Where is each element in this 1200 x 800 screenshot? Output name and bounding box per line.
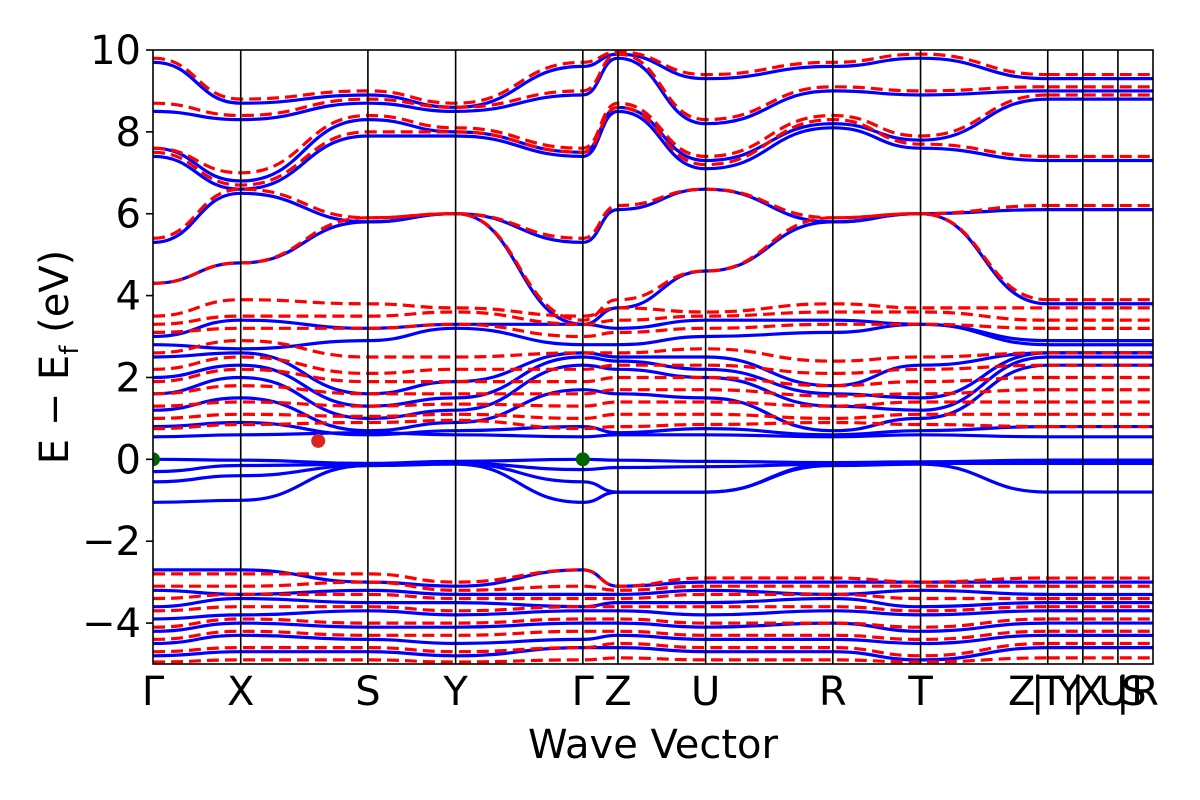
x-tick-label-9: Z	[1008, 669, 1035, 715]
dft-band-14	[153, 52, 1048, 122]
high-symmetry-lines	[239, 50, 1119, 664]
dft-band-8	[153, 310, 1048, 326]
model-band-3	[153, 457, 1048, 466]
dft-band-20	[153, 617, 1048, 629]
dft-band-2	[153, 400, 1048, 408]
model-band-17	[153, 52, 1048, 109]
model-band-23	[153, 633, 1048, 646]
dft-band-9	[153, 298, 1048, 318]
x-axis-ticks: Γ X S Y Γ Z U R T Z|TY|XU|SR	[142, 669, 1159, 715]
x-tick-label-14: X	[1077, 669, 1104, 715]
x-tick-label-8: T	[907, 669, 933, 715]
extremum-marker-1	[575, 452, 590, 467]
extremum-marker-0	[153, 452, 160, 467]
dft-band-10	[153, 212, 1048, 322]
plot-frame	[152, 49, 1154, 665]
dft-band-13	[153, 93, 1048, 175]
dft-band-17	[153, 580, 1048, 592]
dft-band-18	[153, 592, 1048, 601]
x-tick-label-16: |	[1116, 669, 1129, 715]
y-tick-label-6: 8	[116, 110, 141, 156]
model-band-16	[153, 56, 1048, 126]
x-tick-label-7: R	[819, 669, 847, 715]
model-band-24	[153, 645, 1048, 662]
model-band-7	[153, 355, 1048, 421]
y-axis-label-unit: (eV)	[32, 250, 78, 346]
x-axis-label: Wave Vector	[528, 722, 779, 768]
model-band-19	[153, 588, 1048, 597]
dft-band-6	[153, 338, 1048, 363]
dft-band-4	[153, 367, 1048, 388]
x-tick-label-5: Z	[604, 669, 631, 715]
y-tick-label-3: 2	[116, 355, 141, 401]
dft-band-16	[153, 568, 1048, 588]
y-tick-label-7: 10	[90, 28, 141, 74]
model-band-5	[153, 420, 1048, 437]
y-axis-ticks: −4 −2 0 2 4 6 8 10	[82, 28, 153, 647]
dft-band-22	[153, 641, 1048, 658]
y-axis-label-subscript: f	[55, 345, 85, 355]
model-band-21	[153, 609, 1048, 621]
y-axis-label-main: E − E	[32, 355, 78, 465]
x-tick-label-3: Y	[442, 669, 468, 715]
dft-band-1	[153, 412, 1048, 421]
dft-band-19	[153, 605, 1048, 613]
x-tick-label-10: |	[1031, 669, 1044, 715]
y-tick-label-0: −4	[82, 601, 141, 647]
y-tick-label-1: −2	[82, 519, 141, 565]
model-band-20	[153, 596, 1048, 609]
x-tick-label-0: Γ	[142, 669, 165, 715]
dft-band-0	[153, 418, 1048, 431]
y-tick-label-4: 4	[116, 274, 141, 320]
x-tick-label-17: S	[1121, 669, 1146, 715]
dft-band-11	[153, 187, 1048, 240]
model-band-10	[153, 322, 1048, 351]
extremum-marker-2	[311, 433, 326, 448]
x-tick-label-11: T	[1039, 669, 1065, 715]
model-band-22	[153, 621, 1048, 633]
y-tick-label-2: 0	[116, 437, 141, 483]
extrema-markers	[153, 433, 590, 467]
model-band-8	[153, 351, 1048, 408]
x-tick-label-1: X	[227, 669, 254, 715]
x-tick-label-15: U	[1098, 669, 1127, 715]
model-band-13	[153, 187, 1048, 245]
dft-band-15	[153, 50, 1048, 105]
x-tick-label-2: S	[355, 669, 380, 715]
x-tick-label-6: U	[691, 669, 720, 715]
y-tick-label-5: 6	[116, 192, 141, 238]
x-tick-label-4: Γ	[572, 669, 595, 715]
dft-band-12	[153, 105, 1048, 187]
band-lines	[153, 50, 1153, 664]
dft-band-7	[153, 322, 1048, 339]
dft-band-5	[153, 355, 1048, 376]
dft-band-21	[153, 629, 1048, 642]
x-tick-label-12: Y	[1056, 669, 1082, 715]
dft-band-3	[153, 384, 1048, 398]
x-tick-label-13: |	[1071, 669, 1084, 715]
model-band-4	[153, 431, 1048, 439]
y-axis-label: E − Ef (eV)	[32, 250, 85, 465]
y-axis-label-group: E − Ef (eV)	[32, 250, 85, 465]
dft-band-23	[153, 656, 1048, 664]
x-tick-label-18: R	[1131, 669, 1159, 715]
